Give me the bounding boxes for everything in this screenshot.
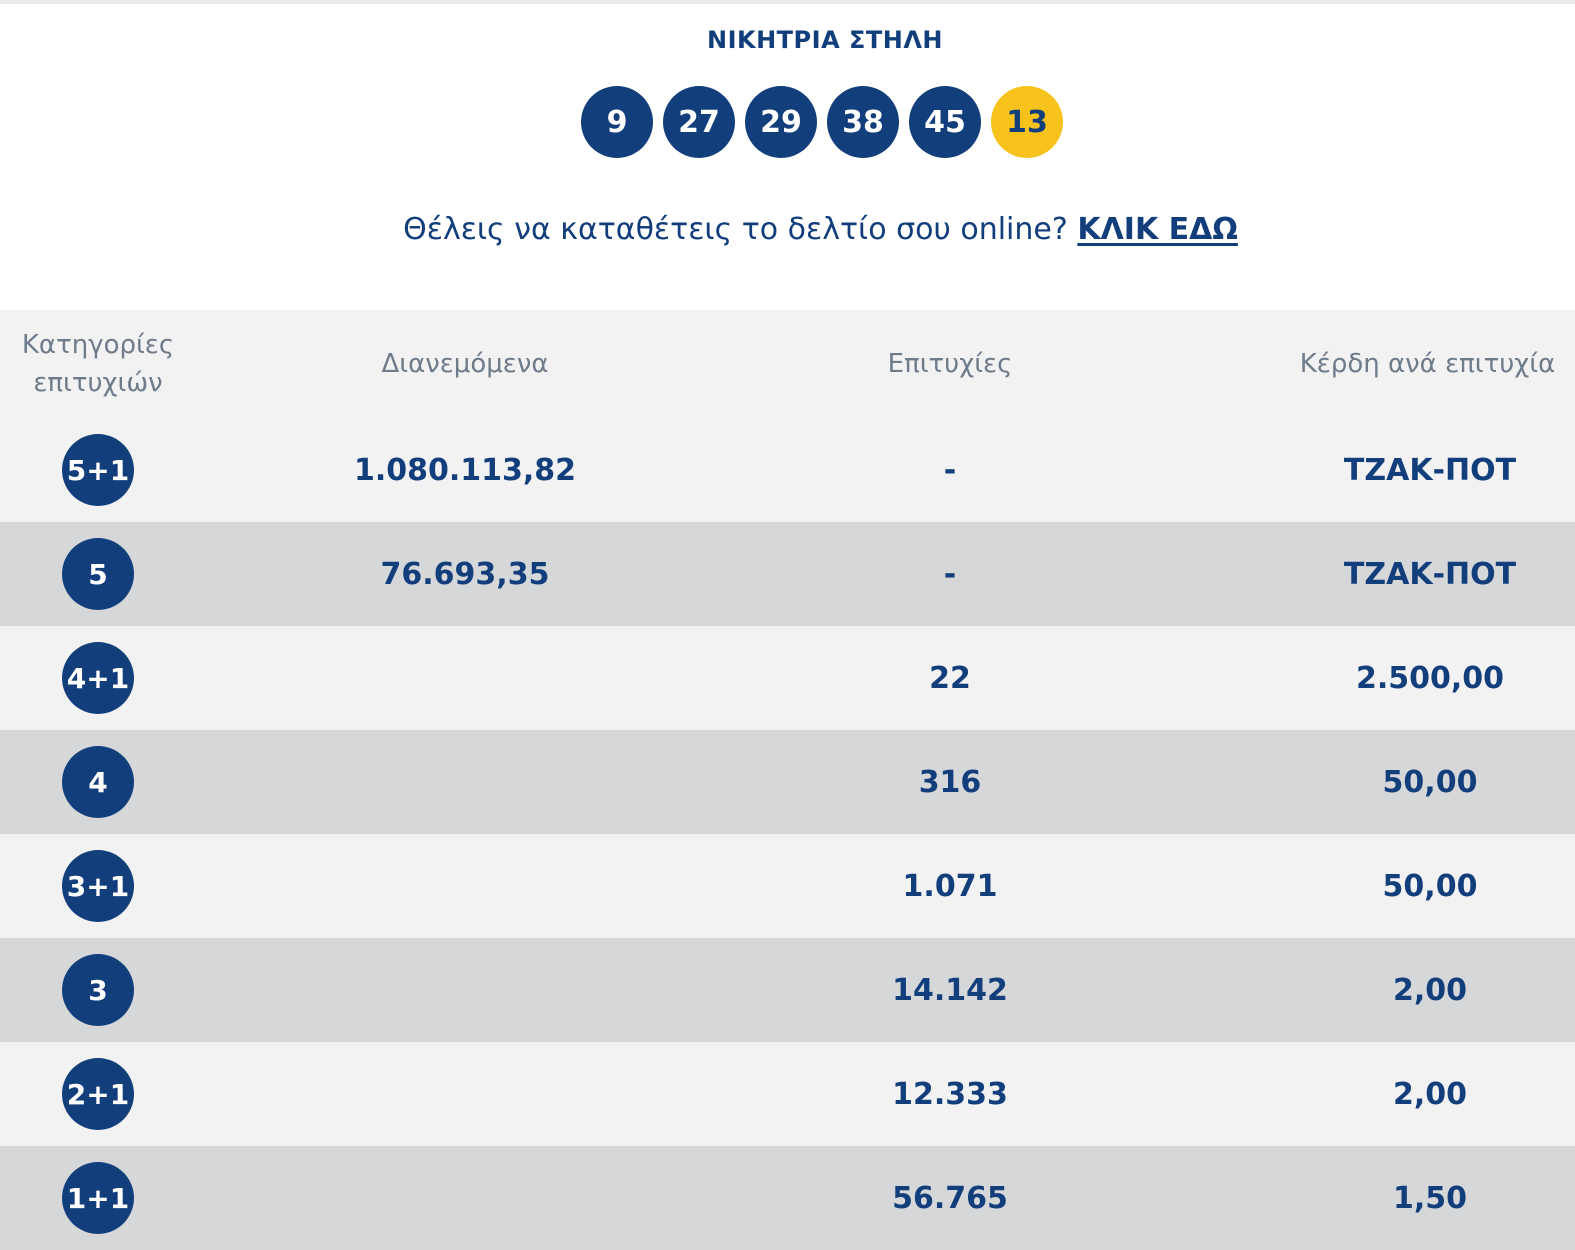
table-row: 4 316 50,00: [0, 730, 1575, 834]
prize-value: 1,50: [1392, 1180, 1468, 1216]
prize-value: ΤΖΑΚ-ΠΟΤ: [1343, 556, 1517, 592]
number-ball: 9: [581, 86, 653, 158]
winners-value: -: [943, 556, 957, 592]
winners-value: 12.333: [892, 1076, 1008, 1112]
distributed-value: [270, 730, 660, 834]
prize-table: Κατηγορίες επιτυχιών Διανεμόμενα Επιτυχίε…: [0, 310, 1575, 1250]
number-ball: 27: [663, 86, 735, 158]
online-cta: Θέλεις να καταθέτεις το δελτίο σου onlin…: [0, 212, 1575, 247]
table-row: 4+1 22 2.500,00: [0, 626, 1575, 730]
winners-value: 316: [918, 764, 982, 800]
distributed-value: 76.693,35: [380, 556, 550, 592]
category-badge: 1+1: [62, 1162, 134, 1234]
table-row: 2+1 12.333 2,00: [0, 1042, 1575, 1146]
header-prize: Κέρδη ανά επιτυχία: [1299, 349, 1556, 379]
table-row: 3 14.142 2,00: [0, 938, 1575, 1042]
number-ball: 38: [827, 86, 899, 158]
winning-column-title: ΝΙΚΗΤΡΙΑ ΣΤΗΛΗ: [706, 26, 944, 54]
table-row: 5 76.693,35 - ΤΖΑΚ-ΠΟΤ: [0, 522, 1575, 626]
cta-text: Θέλεις να καταθέτεις το δελτίο σου onlin…: [403, 212, 1068, 247]
category-badge: 5: [62, 538, 134, 610]
header-distributed: Διανεμόμενα: [381, 349, 549, 379]
top-border: [0, 0, 1575, 4]
table-row: 1+1 56.765 1,50: [0, 1146, 1575, 1250]
distributed-value: [270, 1042, 660, 1146]
winners-value: 22: [929, 660, 971, 696]
header-category: Κατηγορίες επιτυχιών: [21, 330, 175, 398]
category-badge: 3+1: [62, 850, 134, 922]
distributed-value: [270, 626, 660, 730]
category-badge: 5+1: [62, 434, 134, 506]
prize-value: 2.500,00: [1355, 660, 1505, 696]
prize-value: 50,00: [1382, 868, 1478, 904]
table-header: Κατηγορίες επιτυχιών Διανεμόμενα Επιτυχίε…: [0, 310, 1575, 418]
winners-value: 56.765: [892, 1180, 1008, 1216]
number-ball: 29: [745, 86, 817, 158]
category-badge: 2+1: [62, 1058, 134, 1130]
category-badge: 3: [62, 954, 134, 1026]
winners-value: 1.071: [902, 868, 998, 904]
header-winners: Επιτυχίες: [887, 349, 1013, 379]
distributed-value: 1.080.113,82: [353, 452, 577, 488]
category-badge: 4+1: [62, 642, 134, 714]
table-row: 3+1 1.071 50,00: [0, 834, 1575, 938]
table-row: 5+1 1.080.113,82 - ΤΖΑΚ-ΠΟΤ: [0, 418, 1575, 522]
bonus-ball: 13: [991, 86, 1063, 158]
number-ball: 45: [909, 86, 981, 158]
winners-value: 14.142: [892, 972, 1008, 1008]
prize-value: ΤΖΑΚ-ΠΟΤ: [1343, 452, 1517, 488]
distributed-value: [270, 834, 660, 938]
winning-numbers: 9 27 29 38 45 13: [581, 86, 1063, 158]
prize-value: 50,00: [1382, 764, 1478, 800]
click-here-link[interactable]: ΚΛΙΚ ΕΔΩ: [1077, 212, 1238, 247]
category-badge: 4: [62, 746, 134, 818]
prize-value: 2,00: [1392, 1076, 1468, 1112]
distributed-value: [270, 1146, 660, 1250]
distributed-value: [270, 938, 660, 1042]
prize-value: 2,00: [1392, 972, 1468, 1008]
winners-value: -: [943, 452, 957, 488]
